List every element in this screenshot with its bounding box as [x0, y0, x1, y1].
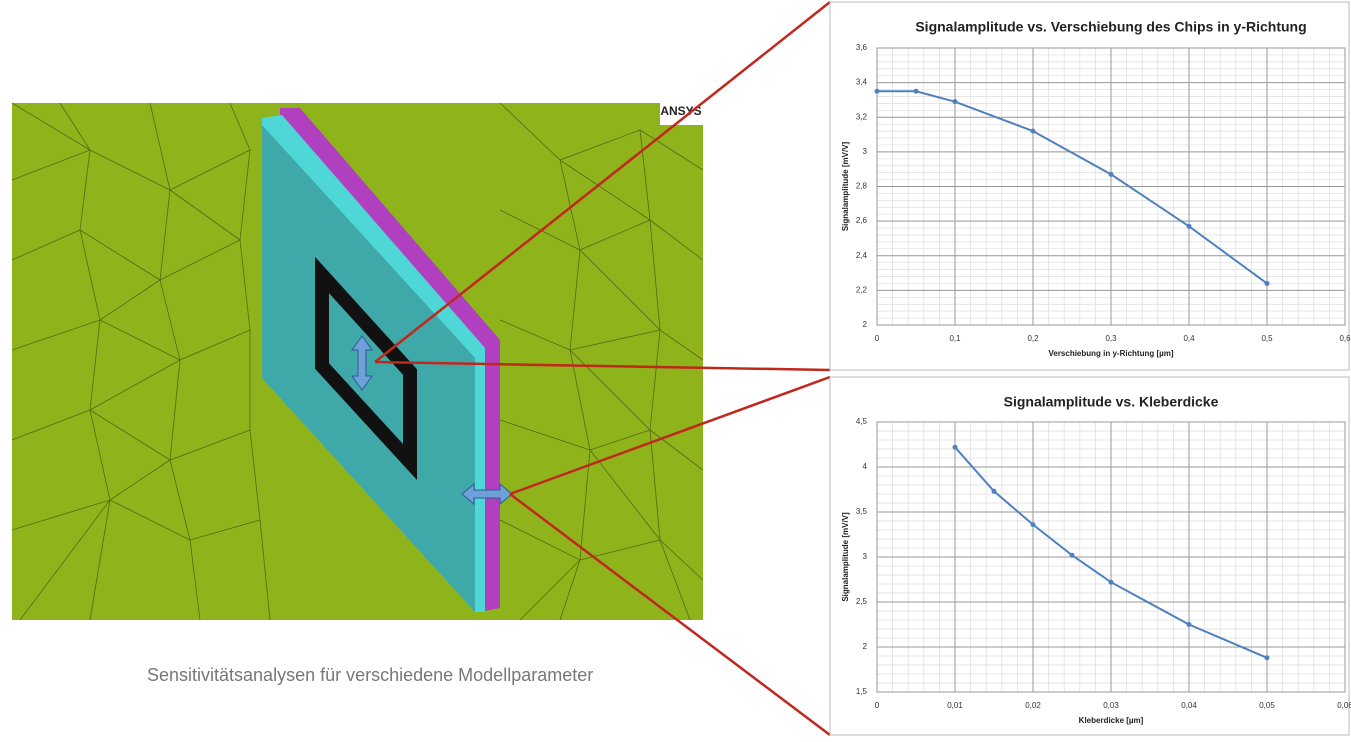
y-tick-label: 3,4 [856, 78, 868, 87]
data-point [875, 89, 880, 94]
data-point [992, 489, 997, 494]
caption: Sensitivitätsanalysen für verschiedene M… [147, 665, 593, 685]
y-tick-label: 3,5 [856, 507, 868, 516]
x-tick-label: 0,6 [1339, 334, 1351, 343]
x-axis-label: Kleberdicke [µm] [1079, 716, 1144, 725]
fem-screenshot: ANSYS [12, 103, 703, 620]
data-point [1109, 172, 1114, 177]
data-point [914, 89, 919, 94]
y-tick-label: 2,2 [856, 285, 868, 294]
logo: ANSYS [660, 104, 701, 118]
y-tick-label: 4 [863, 462, 868, 471]
x-axis-label: Verschiebung in y-Richtung [µm] [1048, 349, 1173, 358]
data-point [1187, 224, 1192, 229]
y-tick-label: 3 [863, 147, 868, 156]
x-tick-label: 0,01 [947, 701, 963, 710]
y-tick-label: 2,6 [856, 216, 868, 225]
data-point [1109, 580, 1114, 585]
data-point [1070, 553, 1075, 558]
x-tick-label: 0,05 [1259, 701, 1275, 710]
x-tick-label: 0 [875, 701, 880, 710]
chart-title: Signalamplitude vs. Kleberdicke [1004, 394, 1219, 410]
data-point [953, 445, 958, 450]
y-tick-label: 2,8 [856, 182, 868, 191]
data-point [953, 99, 958, 104]
y-tick-label: 2,4 [856, 251, 868, 260]
data-point [1265, 281, 1270, 286]
data-point [1031, 129, 1036, 134]
x-tick-label: 0,4 [1183, 334, 1195, 343]
x-tick-label: 0,5 [1261, 334, 1273, 343]
y-axis-label: Signalamplitude [mV/V] [841, 141, 850, 231]
x-tick-label: 0,06 [1337, 701, 1351, 710]
x-tick-label: 0,1 [949, 334, 961, 343]
y-tick-label: 2 [863, 642, 868, 651]
y-tick-label: 3 [863, 552, 868, 561]
x-tick-label: 0,03 [1103, 701, 1119, 710]
y-tick-label: 2 [863, 320, 868, 329]
y-tick-label: 4,5 [856, 417, 868, 426]
data-point [1187, 622, 1192, 627]
page: ANSYS Sensitivitätsanalysen für verschie… [0, 0, 1351, 737]
y-tick-label: 1,5 [856, 687, 868, 696]
data-point [1265, 655, 1270, 660]
data-point [1031, 522, 1036, 527]
x-tick-label: 0,2 [1027, 334, 1039, 343]
x-tick-label: 0,02 [1025, 701, 1041, 710]
y-tick-label: 3,2 [856, 112, 868, 121]
x-tick-label: 0,3 [1105, 334, 1117, 343]
x-tick-label: 0 [875, 334, 880, 343]
x-tick-label: 0,04 [1181, 701, 1197, 710]
y-axis-label: Signalamplitude [mV/V] [841, 512, 850, 602]
y-tick-label: 2,5 [856, 597, 868, 606]
y-tick-label: 3,6 [856, 43, 868, 52]
chart-title: Signalamplitude vs. Verschiebung des Chi… [915, 19, 1306, 35]
